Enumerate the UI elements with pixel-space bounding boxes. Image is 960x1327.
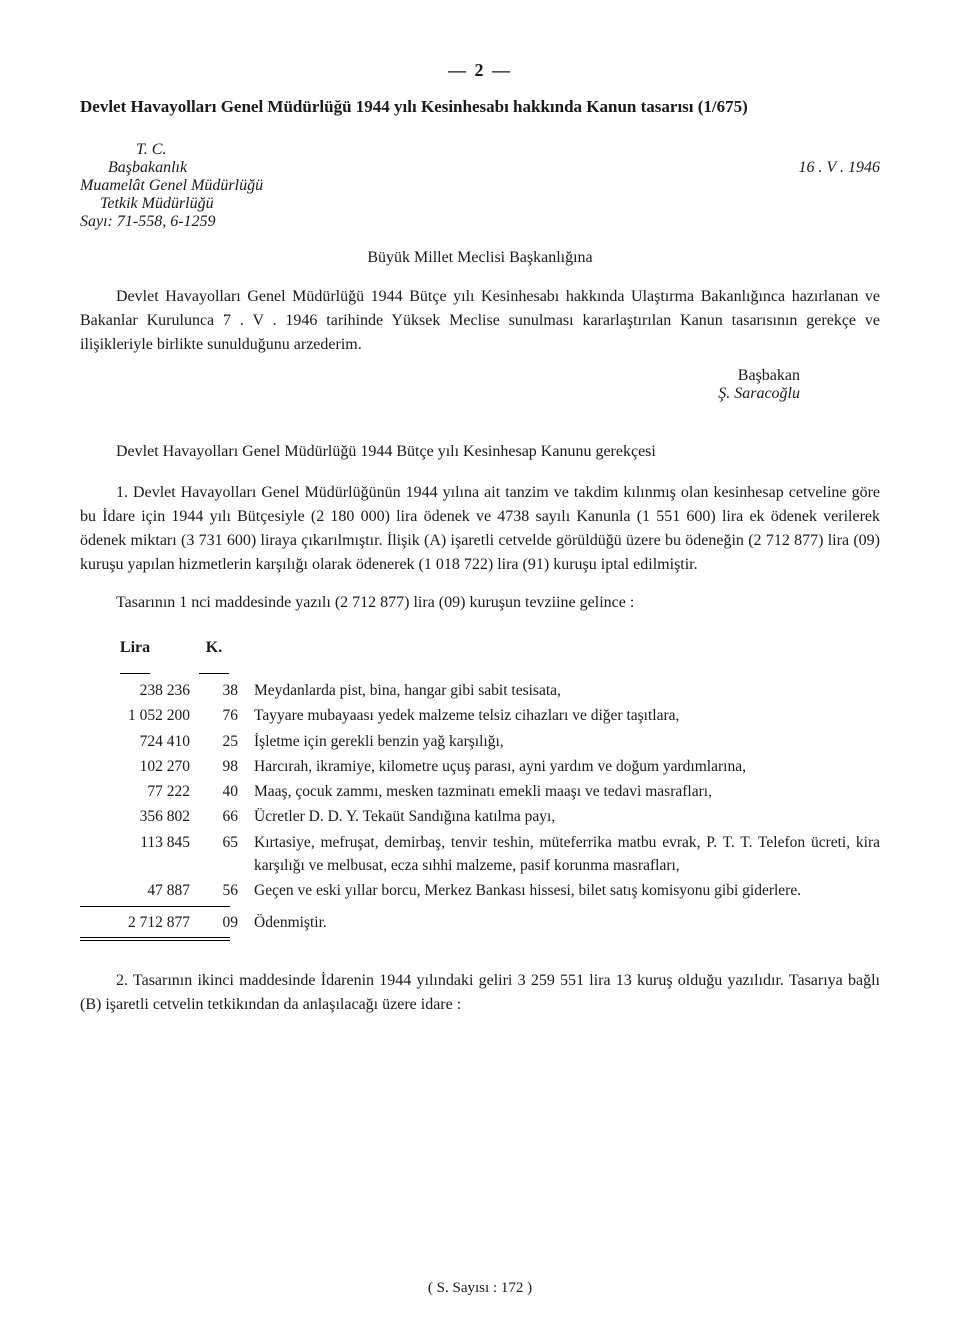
total-lira: 2 712 877 (80, 911, 198, 934)
table-row: 356 80266Ücretler D. D. Y. Tekaüt Sandığ… (80, 805, 880, 828)
total-desc: Ödenmiştir. (254, 911, 880, 934)
signature-role: Başbakan (80, 367, 800, 385)
cell-k: 66 (198, 805, 254, 828)
cell-k: 56 (198, 879, 254, 902)
cell-lira: 77 222 (80, 780, 198, 803)
cell-lira: 238 236 (80, 679, 198, 702)
header-muamelat: Muamelât Genel Müdürlüğü (80, 177, 263, 195)
cell-desc: Geçen ve eski yıllar borcu, Merkez Banka… (254, 879, 880, 902)
paragraph-2: Tasarının 1 nci maddesinde yazılı (2 712… (80, 591, 880, 615)
page-footer: ( S. Sayısı : 172 ) (0, 1280, 960, 1297)
letter-header: T. C. Başbakanlık Muamelât Genel Müdürlü… (80, 141, 880, 231)
cell-desc: Tayyare mubayaası yedek malzeme telsiz c… (254, 704, 880, 727)
cell-k: 76 (198, 704, 254, 727)
cell-desc: Ücretler D. D. Y. Tekaüt Sandığına katıl… (254, 805, 880, 828)
header-tc: T. C. (80, 141, 263, 159)
cell-k: 25 (198, 730, 254, 753)
paragraph-3: 2. Tasarının ikinci maddesinde İdarenin … (80, 969, 880, 1017)
header-date: 16 . V . 1946 (799, 159, 880, 177)
header-sayi: Sayı: 71-558, 6-1259 (80, 213, 263, 231)
cell-lira: 102 270 (80, 755, 198, 778)
page-number-top: — 2 — (80, 60, 880, 81)
body-paragraph: Devlet Havayolları Genel Müdürlüğü 1944 … (80, 285, 880, 357)
col-header-lira: Lira (80, 639, 190, 657)
cell-lira: 724 410 (80, 730, 198, 753)
table-row: 113 84565Kırtasiye, mefruşat, demirbaş, … (80, 831, 880, 878)
cell-k: 38 (198, 679, 254, 702)
addressee: Büyük Millet Meclisi Başkanlığına (80, 249, 880, 267)
cell-desc: İşletme için gerekli benzin yağ karşılığ… (254, 730, 880, 753)
gerekce-title: Devlet Havayolları Genel Müdürlüğü 1944 … (80, 443, 880, 461)
total-k: 09 (198, 911, 254, 934)
table-row: 47 88756Geçen ve eski yıllar borcu, Merk… (80, 879, 880, 902)
table-row: 238 23638Meydanlarda pist, bina, hangar … (80, 679, 880, 702)
cell-lira: 113 845 (80, 831, 198, 854)
cell-desc: Meydanlarda pist, bina, hangar gibi sabi… (254, 679, 880, 702)
cell-desc: Kırtasiye, mefruşat, demirbaş, tenvir te… (254, 831, 880, 878)
cell-k: 40 (198, 780, 254, 803)
cell-lira: 47 887 (80, 879, 198, 902)
paragraph-1: 1. Devlet Havayolları Genel Müdürlüğünün… (80, 481, 880, 577)
cell-lira: 356 802 (80, 805, 198, 828)
col-header-k: K. (194, 639, 234, 657)
expense-table: Lira K. 238 23638Meydanlarda pist, bina,… (80, 639, 880, 941)
table-total-row: 2 712 877 09 Ödenmiştir. (80, 911, 880, 934)
table-row: 724 41025İşletme için gerekli benzin yağ… (80, 730, 880, 753)
table-row: 1 052 20076Tayyare mubayaası yedek malze… (80, 704, 880, 727)
cell-k: 65 (198, 831, 254, 854)
cell-desc: Harcırah, ikramiye, kilometre uçuş paras… (254, 755, 880, 778)
signature-block: Başbakan Ş. Saracoğlu (80, 367, 800, 403)
table-row: 77 22240Maaş, çocuk zammı, mesken tazmin… (80, 780, 880, 803)
signature-name: Ş. Saracoğlu (80, 385, 800, 403)
cell-lira: 1 052 200 (80, 704, 198, 727)
main-title: Devlet Havayolları Genel Müdürlüğü 1944 … (80, 97, 880, 117)
table-row: 102 27098Harcırah, ikramiye, kilometre u… (80, 755, 880, 778)
cell-k: 98 (198, 755, 254, 778)
cell-desc: Maaş, çocuk zammı, mesken tazminatı emek… (254, 780, 880, 803)
header-tetkik: Tetkik Müdürlüğü (80, 195, 263, 213)
header-basbakanlik: Başbakanlık (80, 159, 263, 177)
